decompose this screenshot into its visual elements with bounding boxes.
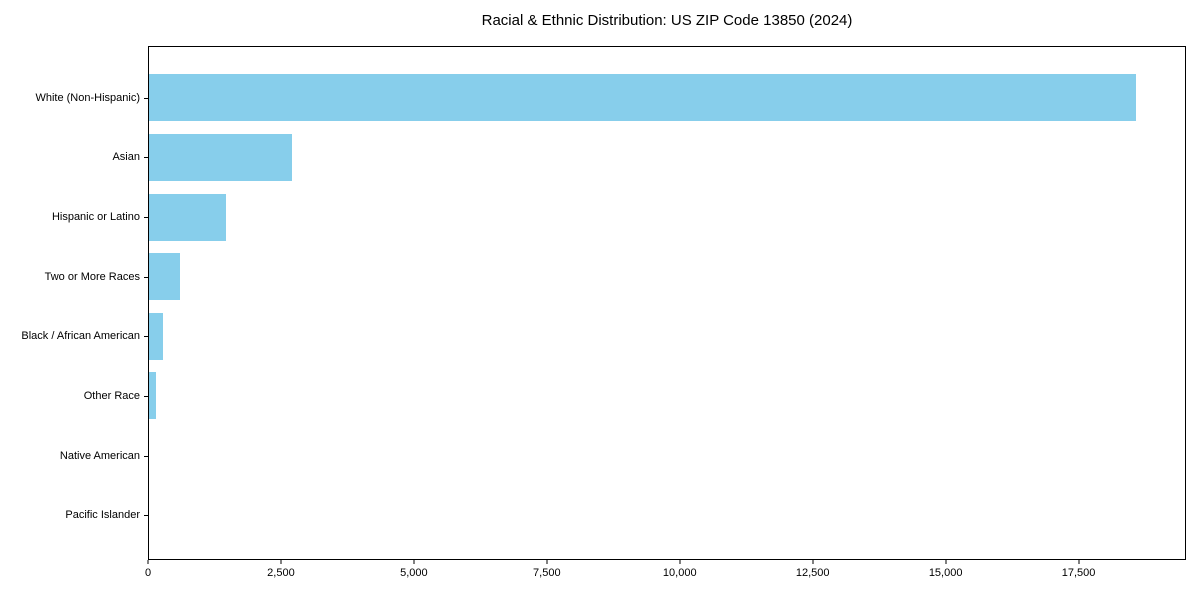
x-tick-label: 12,500 [795,567,830,579]
bar-row: Two or More Races [45,247,1185,307]
x-tick-label: 5,000 [400,567,428,579]
y-tick-label: White (Non-Hispanic) [35,91,140,104]
x-tick-mark [413,560,415,564]
bar [149,253,180,301]
x-tick-mark [147,560,149,564]
y-tick-mark [144,455,149,457]
x-tick-mark [679,560,681,564]
bar-row: Hispanic or Latino [52,187,1185,247]
bar [149,193,226,241]
chart-title: Racial & Ethnic Distribution: US ZIP Cod… [481,12,853,29]
bar-row: Asian [112,128,1185,188]
x-tick-label: 17,500 [1061,567,1096,579]
bar-row: Black / African American [21,307,1185,367]
x-tick-mark [280,560,282,564]
bar [149,133,292,181]
bar-row: Pacific Islander [65,485,1185,545]
x-tick-mark [1078,560,1080,564]
bar-row: Other Race [84,366,1185,426]
x-tick-mark [546,560,548,564]
bar [149,312,163,360]
x-tick-label: 7,500 [533,567,561,579]
y-tick-mark [144,97,149,99]
plot-area: White (Non-Hispanic) Asian Hispanic or Lat… [21,46,1186,560]
y-tick-label: Pacific Islander [65,509,140,522]
x-axis: 0 2,500 5,000 7,500 10,000 12,500 15,000 17,500 [144,560,1186,590]
y-tick-mark [144,157,149,159]
y-tick-label: Native American [59,449,140,462]
x-tick-label: 0 [144,567,152,579]
bar [149,74,1136,122]
y-tick-mark [144,336,149,338]
y-tick-label: Hispanic or Latino [51,211,140,224]
x-tick-label: 15,000 [928,567,963,579]
x-tick-mark [812,560,814,564]
y-tick-label: Two or More Races [44,270,140,283]
y-tick-mark [144,395,149,397]
x-tick-label: 10,000 [662,567,697,579]
bar-row: White (Non-Hispanic) [35,68,1185,128]
y-tick-label: Black / African American [21,330,140,343]
y-tick-mark [144,515,149,517]
y-tick-label: Asian [112,151,140,164]
x-tick-mark [945,560,947,564]
x-tick-label: 2,500 [267,567,295,579]
y-tick-label: Other Race [83,389,140,402]
y-tick-mark [144,276,149,278]
bar-row: Native American [60,426,1185,486]
y-tick-mark [144,217,149,219]
bar [149,372,157,420]
